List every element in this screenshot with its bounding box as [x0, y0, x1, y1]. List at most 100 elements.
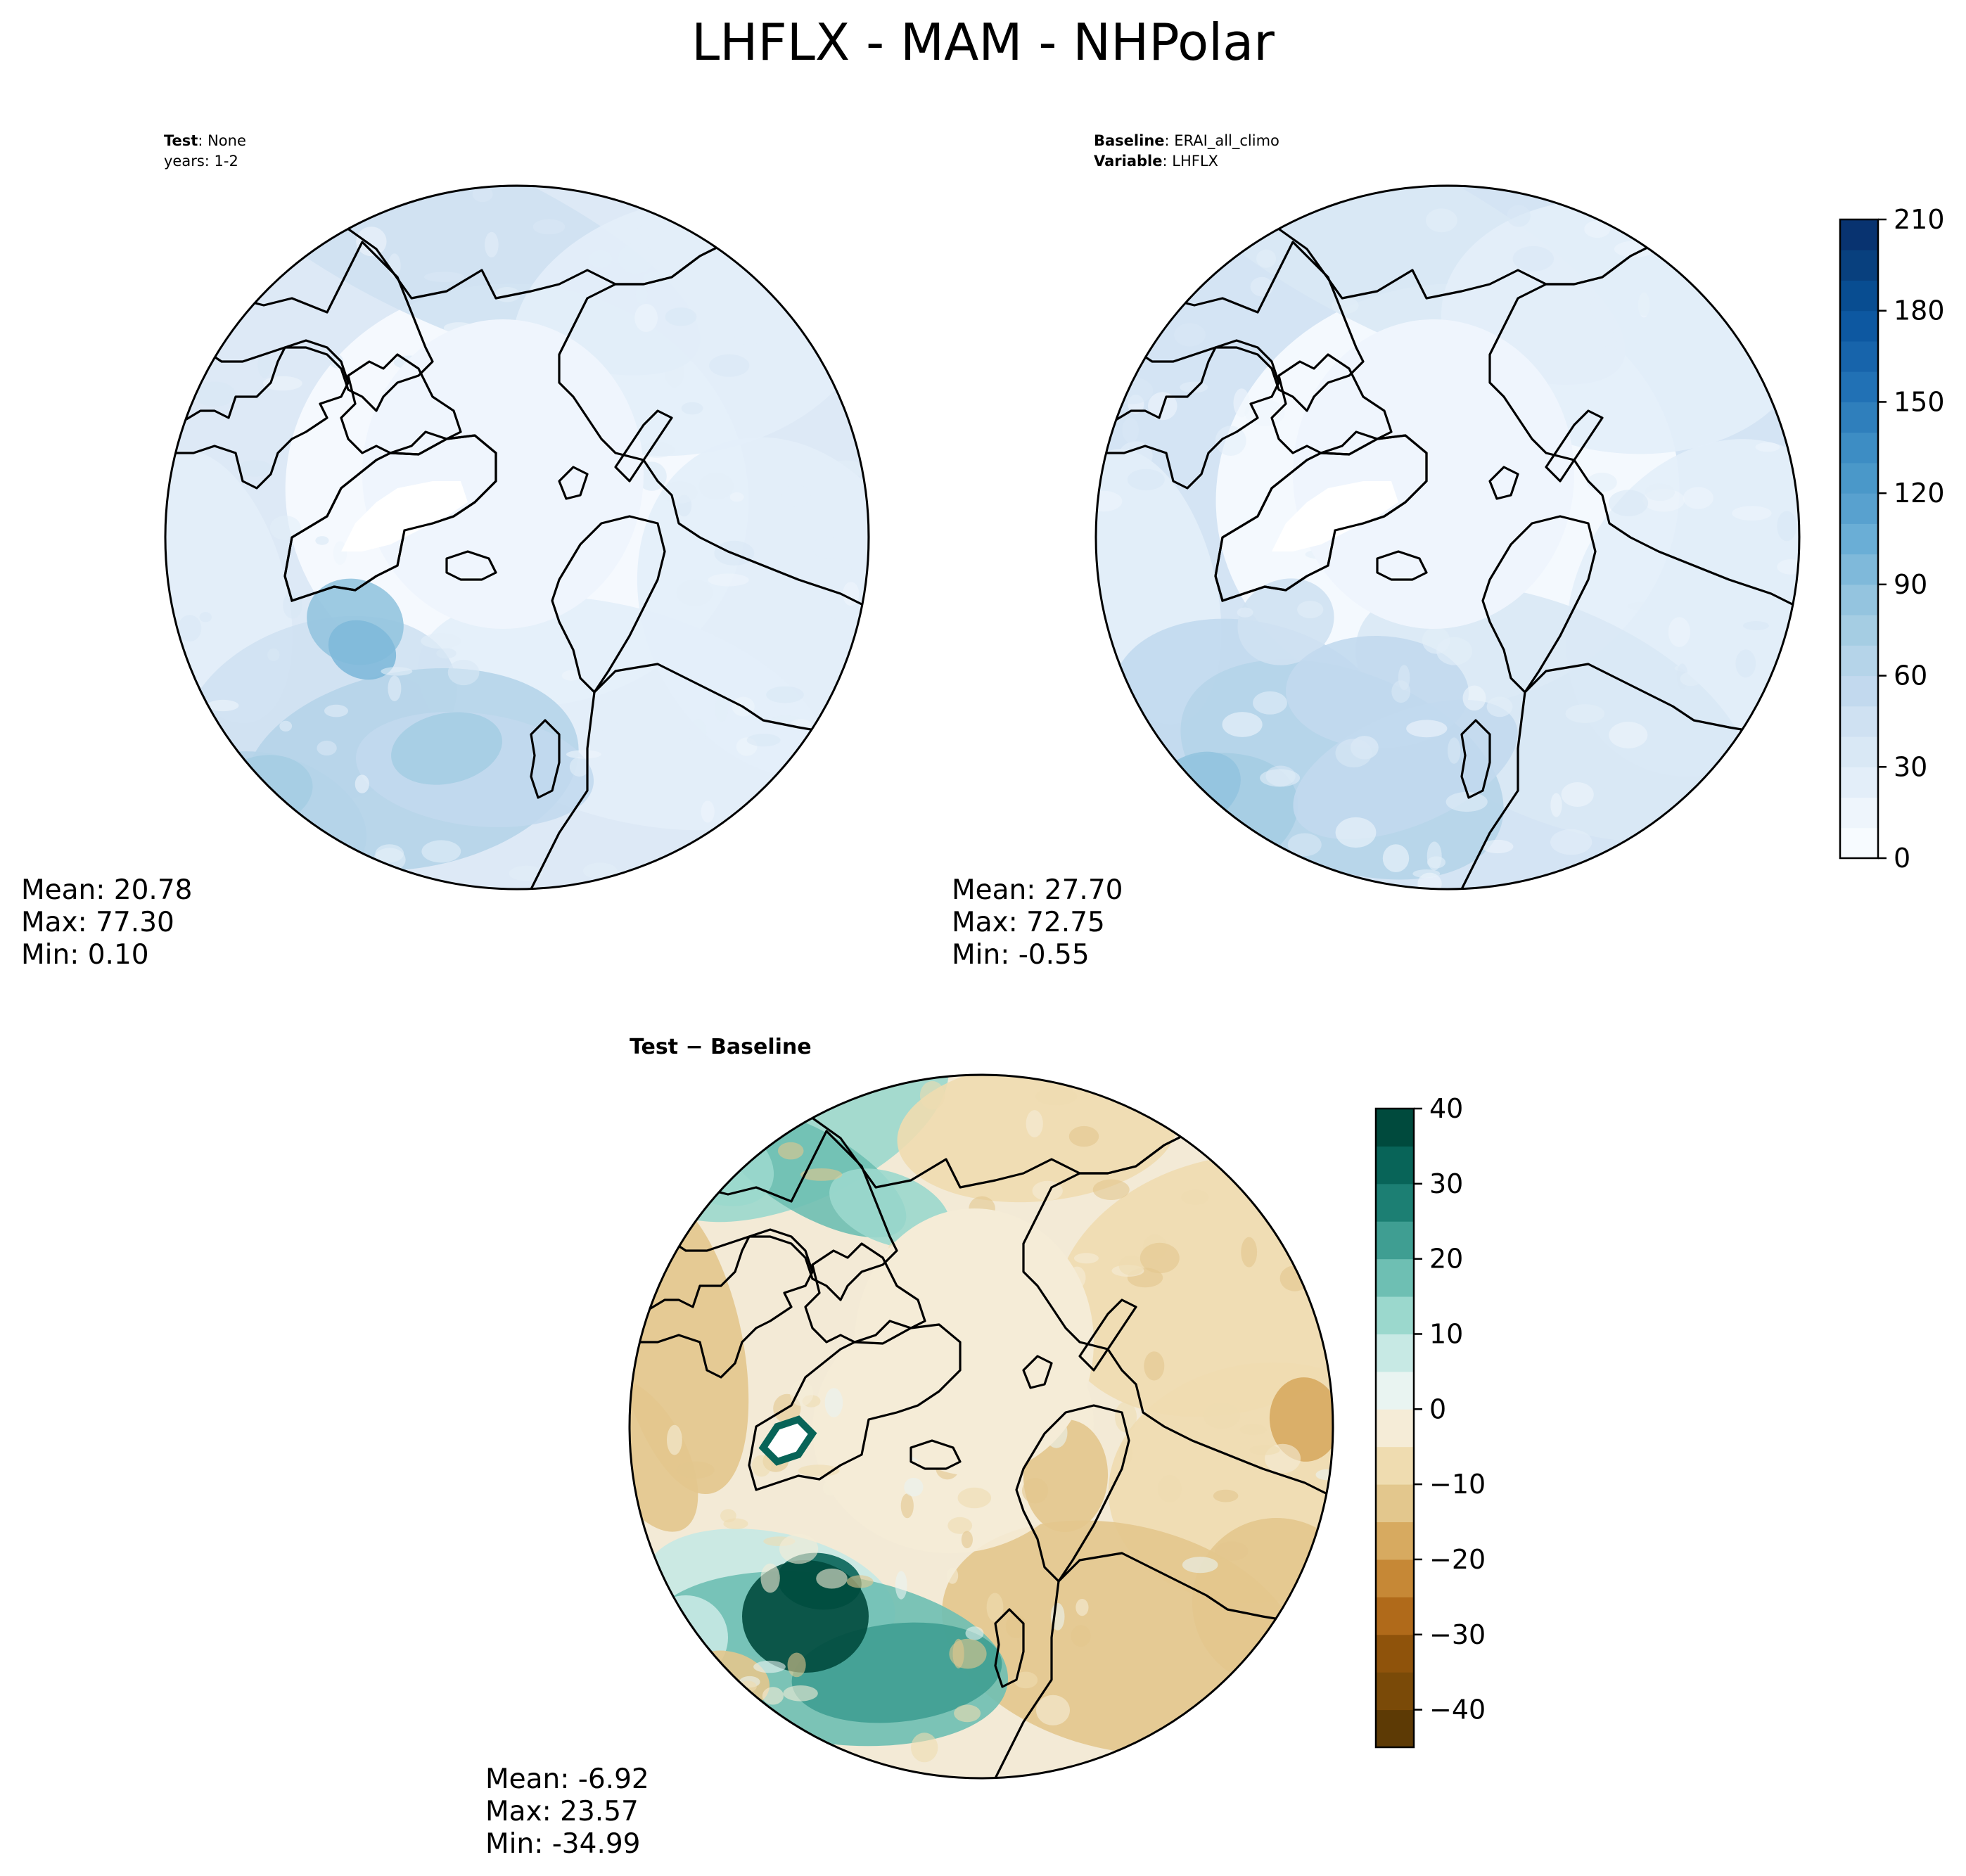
contour-speckle	[283, 592, 302, 619]
contour-speckle	[375, 844, 404, 863]
contour-speckle	[355, 774, 369, 793]
coastline-canada	[630, 1228, 814, 1379]
colorbar-segment	[1376, 1221, 1414, 1260]
colorbar-segment	[1376, 1559, 1414, 1597]
contour-speckle	[1149, 582, 1163, 595]
difference-stats: Mean: -6.92 Max: 23.57 Min: -34.99	[485, 1763, 649, 1861]
baseline-panel-header: Baseline: ERAI_all_climo Variable: LHFLX	[1094, 131, 1279, 172]
colorbar-segment	[1376, 1521, 1414, 1560]
contour-speckle	[588, 250, 613, 268]
contour-speckle	[1462, 685, 1486, 711]
contour-speckle	[1630, 288, 1660, 316]
contour-speckle	[701, 800, 715, 823]
contour-speckle	[812, 536, 840, 559]
coastline-greenland	[748, 1323, 962, 1491]
contour-speckle	[1014, 1671, 1038, 1689]
contour-speckle	[661, 481, 698, 504]
coastline-russiaNorth	[558, 234, 869, 609]
contour-speckle	[1315, 1469, 1333, 1481]
contour-speckle	[635, 284, 648, 305]
colorbar-tick-label: 180	[1894, 295, 1945, 326]
contour-speckle	[954, 1704, 981, 1723]
baseline-stats: Mean: 27.70 Max: 72.75 Min: -0.55	[952, 874, 1123, 971]
coastline-canada	[1096, 339, 1280, 490]
colorbar-tick-label: 10	[1429, 1318, 1463, 1349]
colorbar-segment	[1840, 767, 1878, 798]
contour-speckle	[1260, 769, 1301, 787]
contour-speckle	[1144, 1351, 1165, 1381]
contour-speckle	[199, 612, 212, 623]
contour-speckle	[569, 757, 589, 777]
colorbar-tick-label: 150	[1894, 386, 1945, 417]
coastline-uk	[1460, 719, 1491, 799]
figure-title: LHFLX - MAM - NHPolar	[691, 13, 1275, 72]
contour-speckle	[1608, 490, 1649, 516]
contour-speckle	[827, 460, 865, 478]
contour-speckle	[1115, 1401, 1137, 1433]
contour-speckle	[1550, 793, 1562, 817]
colorbar-segment	[1840, 280, 1878, 312]
colorbar-segment	[1840, 402, 1878, 433]
contour-speckle	[816, 1568, 848, 1589]
contour-speckle	[787, 1652, 806, 1678]
colorbar-segment	[1840, 736, 1878, 767]
map-boundary	[164, 184, 870, 891]
brbg-colorbar: −40 −30 −20 −10 0 10 20 30 40	[1374, 1093, 1486, 1749]
contour-speckle	[1645, 483, 1675, 502]
contour-speckle	[729, 492, 744, 502]
difference-panel-title: Test − Baseline	[630, 1035, 812, 1059]
colorbar-tick-label: −40	[1429, 1695, 1486, 1725]
contour-speckle	[329, 354, 343, 369]
contour-speckle	[472, 186, 493, 203]
contour-speckle	[1686, 637, 1701, 653]
coastline-arcticIslands	[1270, 353, 1393, 454]
coastline-uk	[530, 719, 561, 799]
contour-speckle	[965, 1626, 984, 1640]
contour-speckle	[436, 648, 457, 659]
contour-speckle	[947, 1567, 959, 1584]
baseline-mean: Mean: 27.70	[952, 874, 1123, 906]
contour-speckle	[643, 271, 671, 285]
contour-speckle	[639, 442, 675, 458]
baseline-header-line-2: Variable: LHFLX	[1094, 153, 1218, 170]
contour-speckle	[708, 573, 749, 587]
colorbar-tick-label: 30	[1429, 1168, 1463, 1199]
contour-speckle	[1486, 696, 1513, 717]
contour-speckle	[919, 1080, 945, 1110]
contour-speckle	[777, 1142, 804, 1160]
test-max: Max: 77.30	[21, 907, 174, 938]
contour-speckle	[1711, 321, 1723, 338]
colorbar-segment	[1376, 1709, 1414, 1748]
colorbar-segment	[1840, 523, 1878, 555]
contour-speckle	[1335, 739, 1372, 767]
contour-speckle	[447, 659, 480, 686]
contour-speckle	[1035, 1087, 1078, 1106]
colorbar-segment	[1376, 1258, 1414, 1297]
baseline-polar-map	[1094, 184, 1801, 891]
contour-speckle	[598, 721, 620, 732]
contour-speckle	[957, 1487, 992, 1509]
colorbar-tick-label: −20	[1429, 1544, 1486, 1575]
greenland-ice-sheet	[341, 481, 468, 551]
colorbar-segment	[1840, 250, 1878, 281]
contour-speckle	[424, 272, 464, 283]
contour-speckle	[1767, 460, 1799, 475]
colorbar-frame	[1374, 1107, 1415, 1749]
contour-speckle	[1391, 680, 1411, 703]
contour-speckle	[1174, 323, 1206, 347]
contour-speckle	[1426, 208, 1457, 233]
coastline-novaya	[1545, 409, 1604, 483]
contour-speckle	[1590, 293, 1621, 322]
colorbar-tick-label: 120	[1894, 478, 1945, 509]
contour-speckle	[900, 1493, 914, 1519]
contour-speckle	[1699, 383, 1728, 406]
contour-speckle	[751, 1455, 772, 1477]
baseline-max: Max: 72.75	[952, 907, 1105, 938]
contour-speckle	[595, 768, 620, 783]
colorbar-tick-label: 60	[1894, 661, 1927, 691]
contour-speckle	[509, 865, 544, 881]
colorbar-segment	[1840, 340, 1878, 372]
blues-colorbar: 0 30 60 90 120 150 180 210	[1839, 204, 1945, 874]
contour-speckle	[895, 1571, 907, 1600]
contour-speckle	[356, 226, 387, 257]
